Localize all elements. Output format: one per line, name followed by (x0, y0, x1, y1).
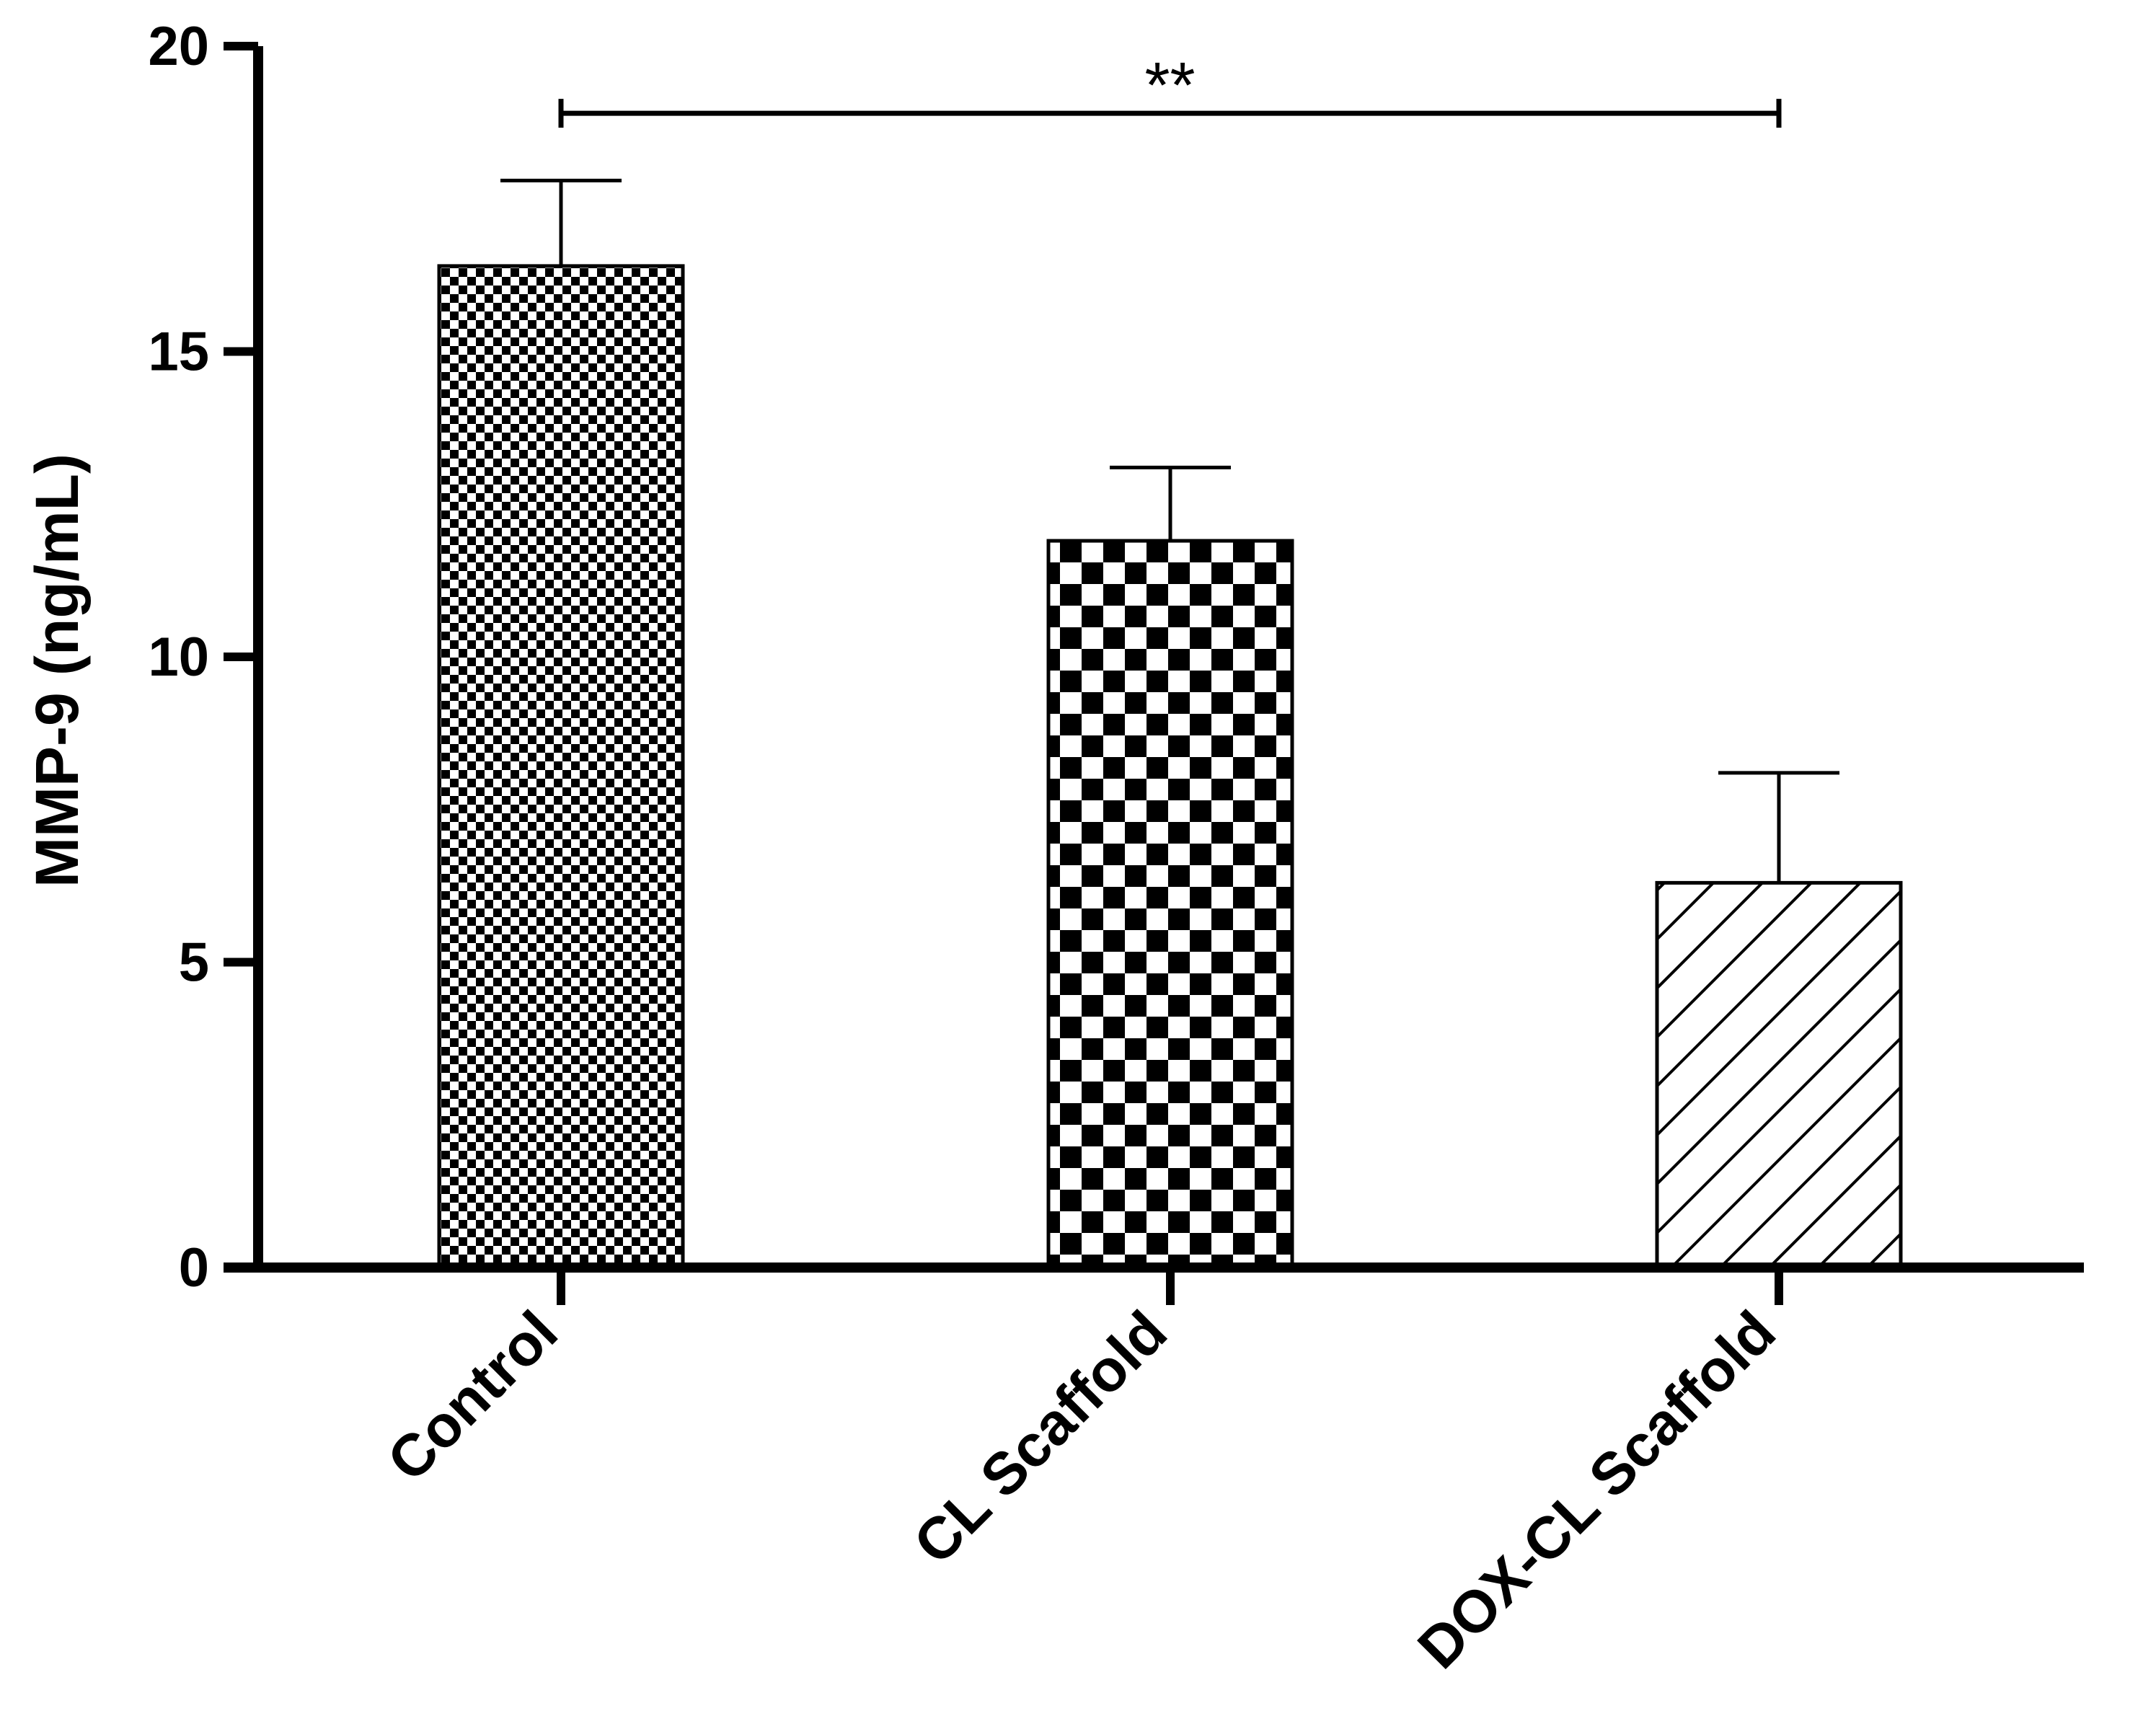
significance-bracket: ** (558, 50, 1782, 128)
x-axis-ticks: Control CL Scaffold DOX-CL Scaffold (375, 1268, 1788, 1681)
y-axis-ticks: 0 5 10 15 20 (148, 16, 258, 1299)
x-category-label: CL Scaffold (901, 1299, 1179, 1576)
bar-cl-scaffold (1046, 539, 1294, 1270)
y-tick-label: 15 (148, 322, 209, 383)
y-tick-label: 5 (179, 932, 209, 994)
bar-marks (437, 178, 1903, 1270)
significance-label: ** (1144, 50, 1195, 122)
y-tick-label: 0 (179, 1237, 209, 1299)
bar-dox-cl-scaffold (1655, 880, 1903, 1270)
x-category-label: Control (375, 1299, 570, 1493)
x-category-label: DOX-CL Scaffold (1405, 1299, 1788, 1681)
y-tick-label: 20 (148, 16, 209, 77)
y-tick-label: 10 (148, 627, 209, 688)
y-axis-title: MMP-9 (ng/mL) (23, 454, 91, 888)
bar-control (437, 264, 685, 1270)
